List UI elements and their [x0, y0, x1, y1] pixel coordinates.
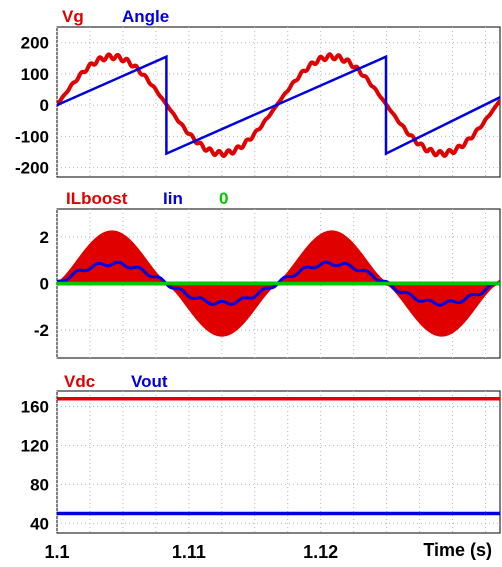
y-tick-label: 100 [21, 65, 49, 84]
legend-vout: Vout [131, 372, 168, 391]
y-tick-label: 0 [40, 275, 49, 294]
legend-0: 0 [219, 189, 228, 208]
legend-vdc: Vdc [64, 372, 95, 391]
y-tick-label: 160 [21, 398, 49, 417]
x-tick-label: 1.12 [303, 542, 338, 562]
chart-panel-1: 200 100 0 -100 -200 Vg Angle [15, 7, 501, 178]
legend-vg: Vg [62, 7, 84, 26]
y-tick-label: 40 [30, 514, 49, 533]
y-tick-label: 120 [21, 436, 49, 455]
x-tick-label: 1.1 [44, 542, 69, 562]
legend-angle: Angle [122, 7, 169, 26]
y-tick-label: 0 [40, 96, 49, 115]
y-tick-label: 2 [40, 228, 49, 247]
y-tick-label: -200 [15, 159, 49, 178]
legend-iin: Iin [163, 189, 183, 208]
plot-frame [56, 390, 501, 534]
x-tick-label: 1.11 [172, 542, 206, 562]
series-angle [57, 54, 500, 156]
y-tick-label: -100 [15, 127, 49, 146]
x-axis-label: Time (s) [423, 540, 492, 560]
chart-panel-3: 160 120 80 40 Vdc Vout [21, 372, 501, 534]
y-tick-label: 80 [30, 475, 49, 494]
y-tick-label: 200 [21, 34, 49, 53]
chart-panel-2: 2 0 -2 ILboost Iin 0 [34, 189, 501, 359]
y-tick-label: -2 [34, 321, 49, 340]
legend-ilboost: ILboost [66, 189, 128, 208]
